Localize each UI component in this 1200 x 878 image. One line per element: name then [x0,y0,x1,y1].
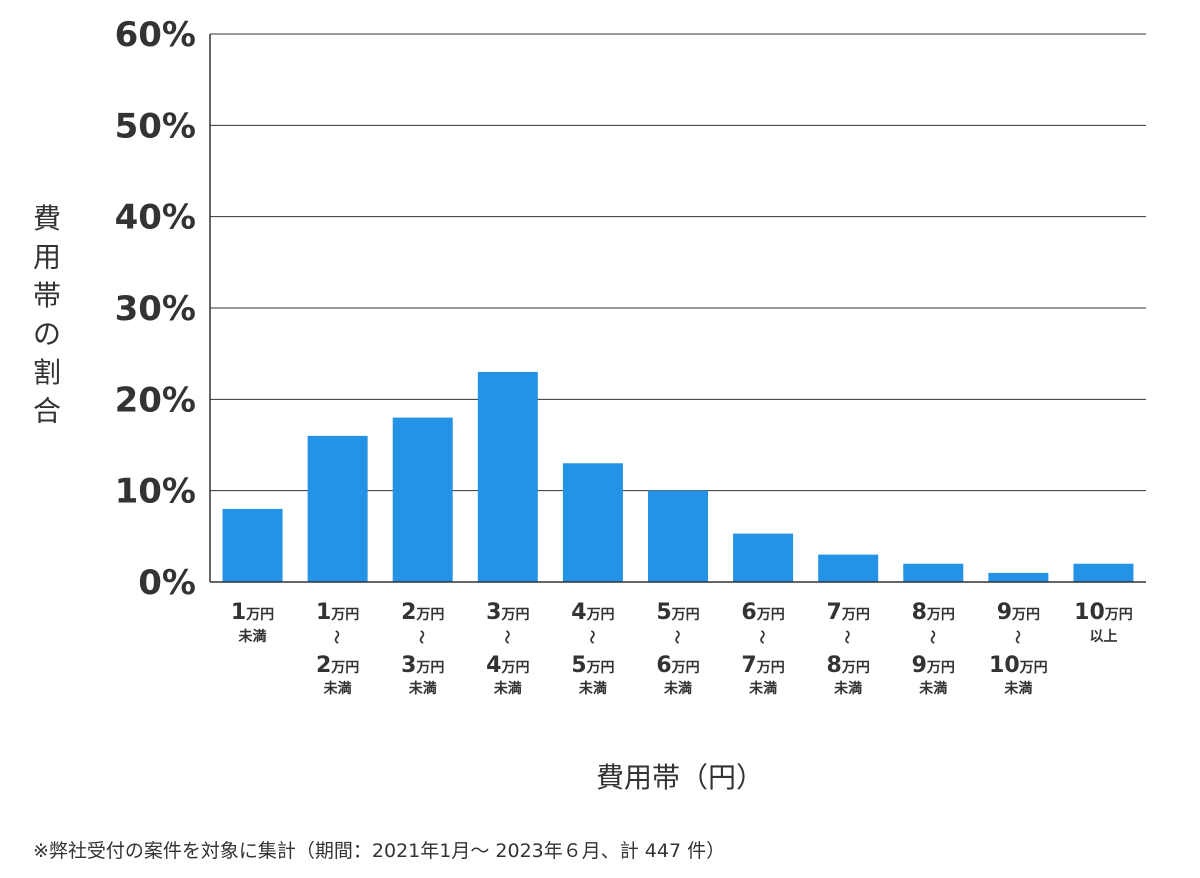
category-tilde: 〜 [753,630,769,644]
y-axis-label-char: 合 [33,395,61,428]
axes [209,34,1146,583]
category-line-to: 5万円 [571,653,614,678]
category-line-from: 10万円 [1074,600,1133,625]
y-axis-label-char: 割 [33,356,61,389]
category-tilde: 〜 [328,630,344,644]
category-line-to: 8万円 [827,653,870,678]
category-tilde: 〜 [413,630,429,644]
category-suffix: 以上 [1089,629,1117,645]
category-line-to: 4万円 [486,653,529,678]
y-tick-labels: 0% 10% 20% 30% 40% 50% 60% [115,15,196,603]
category-line-from: 1万円 [316,600,359,625]
category-suffix: 未満 [239,628,267,645]
category-line-from: 5万円 [656,600,699,625]
bar [733,533,794,582]
category-suffix: 未満 [664,680,692,697]
y-tick-label: 20% [115,380,196,420]
category-suffix: 未満 [409,680,437,697]
y-tick-label: 0% [138,563,196,603]
bar [392,417,453,582]
bar [307,435,368,582]
bar [818,554,879,582]
category-suffix: 未満 [579,680,607,697]
category-line-from: 8万円 [912,600,955,625]
bar [903,563,964,582]
bar [988,572,1049,582]
x-category-labels: 1万円未満1万円〜2万円未満2万円〜3万円未満3万円〜4万円未満4万円〜5万円未… [231,600,1133,697]
category-suffix: 未満 [1004,680,1032,697]
bar [222,508,283,582]
category-line-to: 2万円 [316,653,359,678]
x-axis-label: 費用帯（円） [596,761,764,794]
category-line-from: 4万円 [571,600,614,625]
y-tick-label: 40% [115,198,196,238]
category-line-from: 6万円 [741,600,784,625]
category-suffix: 未満 [919,680,947,697]
category-line-to: 3万円 [401,653,444,678]
category-tilde: 〜 [923,630,939,644]
y-tick-label: 10% [115,472,196,512]
y-tick-label: 50% [115,106,196,146]
category-line-from: 3万円 [486,600,529,625]
bar [1073,563,1134,582]
category-suffix: 未満 [324,680,352,697]
category-line-from: 7万円 [827,600,870,625]
y-tick-label: 30% [115,289,196,329]
bars [222,371,1134,582]
y-axis-label-char: 費 [33,202,61,235]
y-axis-label-char: 用 [33,241,61,274]
category-suffix: 未満 [834,680,862,697]
category-line-from: 2万円 [401,600,444,625]
y-axis-label-char: 帯 [33,279,61,312]
bar [562,463,623,582]
category-line-to: 6万円 [656,653,699,678]
y-axis-label-char: の [33,318,61,351]
category-tilde: 〜 [668,630,684,644]
category-line-to: 9万円 [912,653,955,678]
grid-lines [210,33,1146,492]
category-suffix: 未満 [749,680,777,697]
category-suffix: 未満 [494,680,522,697]
category-line-from: 1万円 [231,600,274,625]
category-line-to: 10万円 [989,653,1048,678]
category-tilde: 〜 [583,630,599,644]
category-tilde: 〜 [498,630,514,644]
bar [477,371,538,582]
category-line-from: 9万円 [997,600,1040,625]
footnote: ※弊社受付の案件を対象に集計（期間：2021年1月～ 2023年６月、計 447… [33,840,725,862]
bar [648,490,708,582]
category-tilde: 〜 [838,630,854,644]
category-line-to: 7万円 [741,653,784,678]
y-tick-label: 60% [115,15,196,55]
category-tilde: 〜 [1008,630,1024,644]
